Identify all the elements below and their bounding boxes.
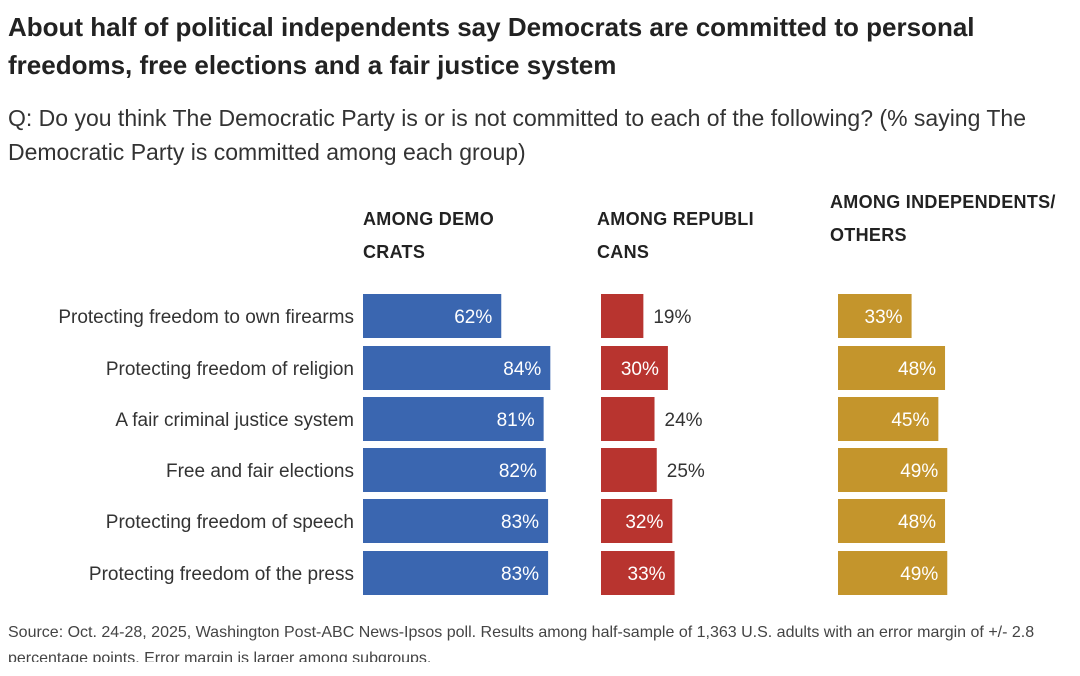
data-label: 81% [497, 410, 535, 431]
data-label: 82% [499, 461, 537, 482]
data-label: 83% [501, 564, 539, 585]
data-label: 48% [898, 359, 936, 380]
category-label: Protecting freedom of speech [106, 512, 354, 533]
category-label: A fair criminal justice system [115, 410, 354, 431]
data-label: 19% [653, 307, 691, 328]
bar [838, 551, 948, 595]
bar [363, 448, 546, 492]
bar [601, 346, 668, 390]
bar [838, 397, 939, 441]
category-label: Protecting freedom to own firearms [58, 307, 354, 328]
data-label: 62% [454, 307, 492, 328]
data-label: 33% [628, 564, 666, 585]
bar [363, 551, 549, 595]
bar [363, 294, 502, 338]
data-label: 30% [621, 359, 659, 380]
bar [838, 346, 946, 390]
column-header-republicans: AMONG REPUBLICANS [597, 209, 754, 262]
chart-subtitle: Q: Do you think The Democratic Party is … [8, 105, 1026, 165]
data-label: 49% [900, 461, 938, 482]
bar [601, 448, 657, 492]
data-label: 83% [501, 512, 539, 533]
bar [838, 499, 946, 543]
bar [601, 397, 655, 441]
category-label: Protecting freedom of religion [106, 359, 354, 380]
column-header-independents: AMONG INDEPENDENTS/OTHERS [830, 192, 1056, 245]
bar [363, 346, 551, 390]
chart-title: About half of political independents say… [8, 12, 975, 80]
column-header-democrats: AMONG DEMOCRATS [363, 209, 494, 262]
category-label: Protecting freedom of the press [89, 564, 354, 585]
source-note: Source: Oct. 24-28, 2025, Washington Pos… [8, 624, 1035, 662]
bar [363, 499, 549, 543]
category-label: Free and fair elections [166, 461, 354, 482]
data-label: 84% [503, 359, 541, 380]
data-label: 25% [667, 461, 705, 482]
bar [363, 397, 544, 441]
data-label: 49% [900, 564, 938, 585]
bar [601, 551, 675, 595]
data-label: 33% [865, 307, 903, 328]
bar [838, 448, 948, 492]
data-label: 24% [665, 410, 703, 431]
bar [601, 499, 673, 543]
bar [601, 294, 644, 338]
bar [838, 294, 912, 338]
data-label: 32% [625, 512, 663, 533]
data-label: 48% [898, 512, 936, 533]
data-label: 45% [891, 410, 929, 431]
